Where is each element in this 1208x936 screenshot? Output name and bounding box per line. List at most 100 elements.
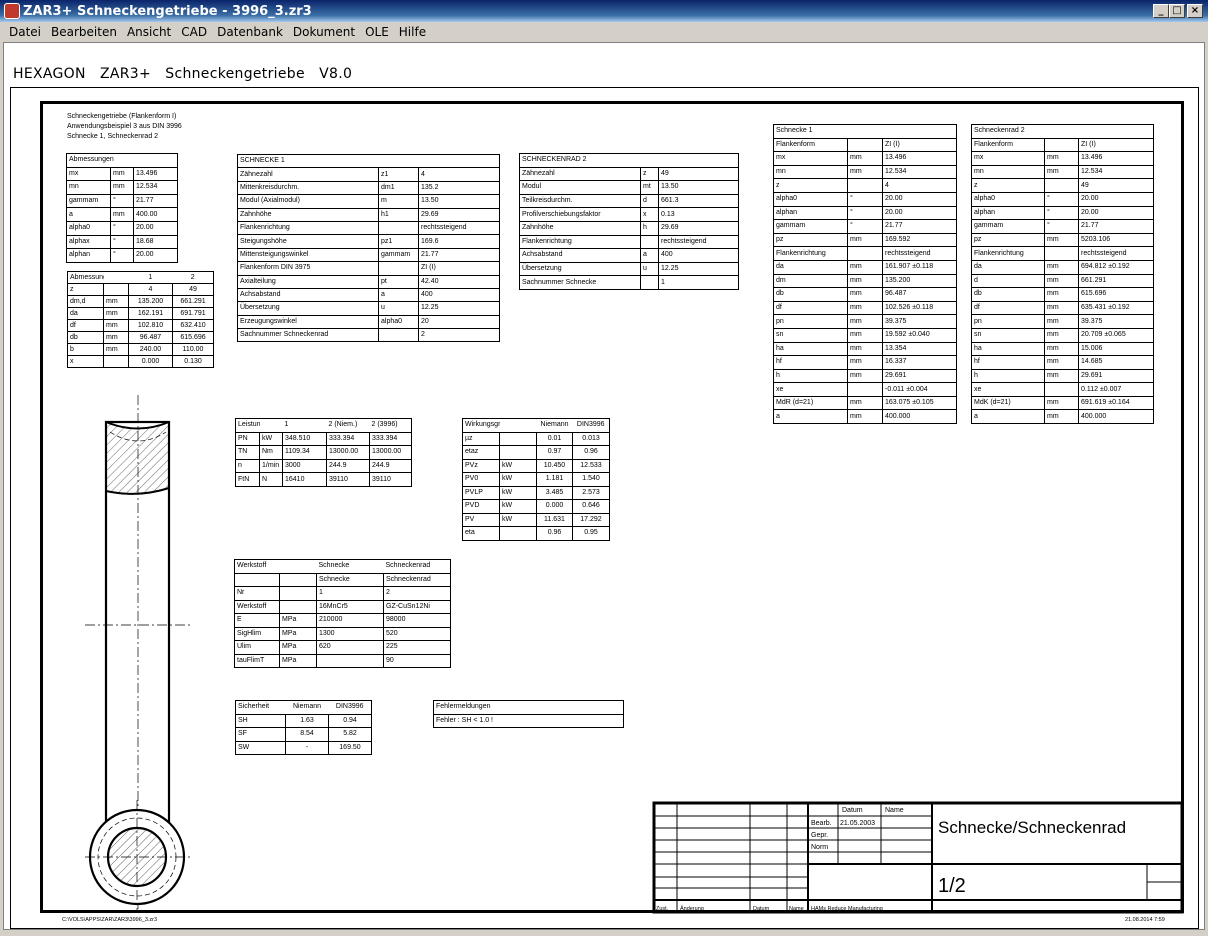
table-cell: 11.631 [536, 512, 573, 527]
table-cell: z [640, 166, 659, 182]
table-row: µz 0.01 0.013 [462, 431, 610, 446]
table-cell: mm [1044, 287, 1079, 302]
table-row: E MPa 210000 98000 [234, 613, 451, 628]
table-cell: a [66, 207, 111, 222]
table-cell [847, 382, 883, 397]
table-header-row: Abmessungen [65, 153, 179, 168]
menu-datenbank[interactable]: Datenbank [217, 25, 283, 39]
table-cell: 400 [418, 287, 500, 303]
table-cell: Flankenform DIN 3975 [237, 261, 379, 276]
header-cell [279, 559, 317, 574]
table-cell: 661.291 [1078, 273, 1154, 289]
menu-bearbeiten[interactable]: Bearbeiten [51, 25, 117, 39]
menu-bar: Datei Bearbeiten Ansicht CAD Datenbank D… [0, 22, 1208, 42]
table-cell: mm [1044, 164, 1079, 180]
note-line-1: Schneckengetriebe (Flankenform I) [67, 113, 177, 120]
table-cell: 13.50 [657, 180, 740, 195]
table-row: Axialteilung pt 42.40 [237, 274, 500, 289]
table-cell: mx [971, 151, 1045, 166]
table-cell: dm1 [378, 180, 419, 196]
maximize-button[interactable]: □ [1169, 4, 1185, 18]
table-cell: Übersetzung [519, 261, 641, 277]
table-cell: mm [110, 180, 134, 195]
table-cell: pn [773, 314, 848, 329]
table-cell: rechtssteigend [418, 220, 500, 236]
menu-cad[interactable]: CAD [181, 25, 208, 39]
table-cell: 225 [383, 640, 451, 655]
table-cell [847, 137, 883, 153]
table-header-row: Werkstoff Schnecke Schneckenrad [234, 559, 451, 574]
close-button[interactable]: × [1187, 4, 1203, 18]
table-cell: da [67, 307, 104, 320]
file-path: C:\VOLS\APPS\ZAR\ZAR3\3996_3.zr3 [62, 917, 158, 923]
table-cell: 1.63 [285, 713, 329, 728]
menu-datei[interactable]: Datei [9, 25, 42, 39]
table-cell: 20.00 [132, 220, 179, 236]
table-cell: 620 [316, 640, 384, 655]
table-cell: ° [110, 234, 134, 250]
table-cell: 96.487 [881, 287, 958, 302]
header-cell: Leistung [235, 418, 260, 433]
table-cell: 13.496 [132, 166, 179, 182]
table-cell [640, 234, 659, 250]
table-cell: Zähnezahl [237, 167, 379, 182]
table-row: h mm 29.691 [773, 368, 958, 384]
table-cell: 0.646 [572, 499, 610, 514]
table-row: x 0.000 0.130 [67, 355, 214, 368]
table-cell: mm [1044, 314, 1079, 329]
table-cell: 21.77 [132, 193, 179, 209]
table-cell [103, 283, 129, 296]
table-row: alphan ° 20.00 [971, 205, 1154, 221]
table-cell: 13000.00 [326, 445, 370, 460]
table-cell: z [67, 283, 104, 296]
table-cell: 39.375 [1078, 314, 1154, 329]
table-cell: 0.94 [328, 713, 372, 728]
table-row: dm mm 135.200 [773, 273, 958, 289]
table-cell: mm [847, 327, 883, 343]
table-cell: 16MnCr5 [316, 599, 384, 614]
window-title: ZAR3+ Schneckengetriebe - 3996_3.zr3 [23, 3, 312, 19]
table-cell: 39110 [326, 472, 370, 487]
table-cell: MdR (d=21) [773, 395, 848, 411]
table-row: Fehler : SH < 1.0 ! [433, 713, 624, 728]
menu-dokument[interactable]: Dokument [292, 25, 356, 39]
table-cell: -0.011 ±0.004 [881, 382, 958, 397]
header-cell [259, 418, 283, 433]
table-cell: 400.000 [881, 409, 958, 425]
table-cell: 1.181 [536, 472, 573, 487]
title-bar: ZAR3+ Schneckengetriebe - 3996_3.zr3 _ □… [0, 0, 1208, 22]
table-cell: 244.9 [326, 458, 370, 474]
table-row: Profilverschiebungsfaktor x 0.13 [519, 207, 740, 222]
table-cell: 10.450 [536, 458, 573, 473]
table-row: pn mm 39.375 [971, 314, 1154, 329]
table-cell: 12.534 [881, 164, 958, 180]
table-cell: h [640, 220, 659, 236]
table-header-row: Abmessungen 12 [67, 271, 214, 284]
tb-datum2-label: Datum [753, 906, 770, 912]
table-cell: Axialteilung [237, 274, 379, 289]
table-row: Erzeugungswinkel alpha0 20 [237, 314, 500, 330]
table-cell: 161.907 ±0.118 [881, 259, 958, 275]
menu-ansicht[interactable]: Ansicht [126, 25, 172, 39]
table-cell: db [67, 331, 104, 344]
table-cell: kW [499, 472, 537, 487]
table-cell: z [971, 178, 1045, 193]
table-row: dm,d mm 135.200 661.291 [67, 295, 214, 308]
table-row: alpha0 ° 20.00 [971, 191, 1154, 207]
table-row: Übersetzung u 12.25 [519, 261, 740, 277]
table-cell: MPa [279, 613, 317, 628]
table-cell: 333.394 [369, 431, 412, 447]
table-cell: z [773, 178, 848, 193]
table-cell: 39.375 [881, 314, 958, 329]
table-cell: pz [971, 232, 1045, 248]
minimize-button[interactable]: _ [1153, 4, 1169, 18]
table-cell: 102.526 ±0.118 [881, 300, 958, 316]
table-cell: 0.000 [128, 355, 173, 368]
table-row: mx mm 13.496 [773, 151, 958, 166]
menu-ole[interactable]: OLE [365, 25, 389, 39]
table-cell: mm [1044, 259, 1079, 275]
menu-hilfe[interactable]: Hilfe [398, 25, 427, 39]
table-row: db mm 96.487 [773, 287, 958, 302]
table-row: MdK (d=21) mm 691.619 ±0.164 [971, 395, 1154, 411]
table-fehler: Fehlermeldungen Fehler : SH < 1.0 ! [433, 700, 624, 728]
